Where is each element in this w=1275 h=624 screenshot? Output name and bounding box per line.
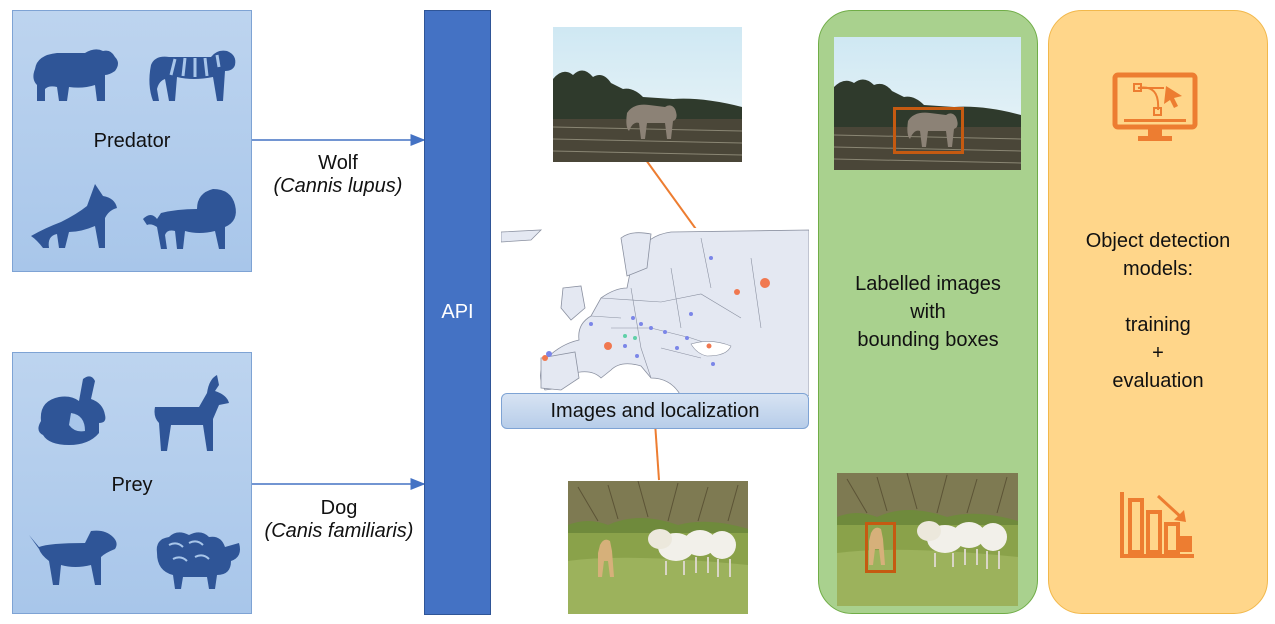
map-point <box>675 346 679 350</box>
prey-label: Prey <box>111 474 153 496</box>
dog-scientific-name: (Canis familiaris) <box>264 520 414 542</box>
map-point <box>711 362 715 366</box>
models-text: Object detection models: training + eval… <box>1048 227 1268 395</box>
api-label: API <box>441 301 474 323</box>
wolf-arrow-label: Wolf (Cannis lupus) <box>252 152 424 198</box>
models-line-1: Object detection <box>1085 230 1231 252</box>
map-point <box>635 354 639 358</box>
map-point <box>589 322 593 326</box>
labelled-images-text: Labelled images with bounding boxes <box>818 270 1038 354</box>
bar-chart-decrease-icon <box>1120 492 1194 558</box>
wolf-common-name: Wolf <box>318 152 358 174</box>
sheep-icon <box>156 532 240 589</box>
models-line-3 <box>1048 283 1268 311</box>
dog-icon <box>29 530 117 585</box>
dog-arrow-label: Dog (Canis familiaris) <box>246 497 432 543</box>
map-point <box>734 289 740 295</box>
labelled-line-2: with <box>910 301 946 323</box>
lion-icon <box>143 189 236 249</box>
europe-map <box>501 228 809 396</box>
map-point <box>649 326 653 330</box>
map-caption: Images and localization <box>550 399 760 422</box>
models-line-6: evaluation <box>1112 370 1204 392</box>
wolf-bounding-box <box>893 107 964 154</box>
map-point <box>631 316 635 320</box>
bear-icon <box>33 49 118 101</box>
map-point <box>709 256 713 260</box>
rabbit-icon <box>38 376 106 445</box>
labelled-wolf-photo <box>834 37 1021 170</box>
models-line-5: + <box>1152 342 1164 364</box>
map-point <box>689 312 693 316</box>
dog-common-name: Dog <box>320 497 358 519</box>
map-point <box>542 355 548 361</box>
prey-group: Prey <box>12 352 252 614</box>
map-point <box>604 342 612 350</box>
models-line-2: models: <box>1122 258 1194 280</box>
map-point <box>546 351 552 357</box>
labelled-line-3: bounding boxes <box>857 329 999 351</box>
predator-group: Predator <box>12 10 252 272</box>
map-point <box>685 336 689 340</box>
map-point <box>639 322 643 326</box>
labelled-line-1: Labelled images <box>855 273 1001 295</box>
map-point <box>663 330 667 334</box>
monitor-vector-icon <box>1112 72 1198 141</box>
map-point <box>623 344 627 348</box>
models-line-4: training <box>1125 314 1191 336</box>
map-point <box>623 334 627 338</box>
deer-icon <box>154 375 229 451</box>
dog-bounding-box <box>865 522 896 573</box>
map-point <box>633 336 637 340</box>
wolf-scientific-name: (Cannis lupus) <box>273 175 403 197</box>
wolf-photo <box>553 27 742 162</box>
predator-label: Predator <box>93 130 171 152</box>
api-bar: API <box>424 10 491 615</box>
dog-sheep-photo <box>568 481 748 614</box>
map-point <box>760 278 770 288</box>
wolf-icon <box>31 184 117 248</box>
tiger-icon <box>149 50 236 101</box>
map-caption-box: Images and localization <box>501 393 809 429</box>
map-point <box>706 343 712 349</box>
